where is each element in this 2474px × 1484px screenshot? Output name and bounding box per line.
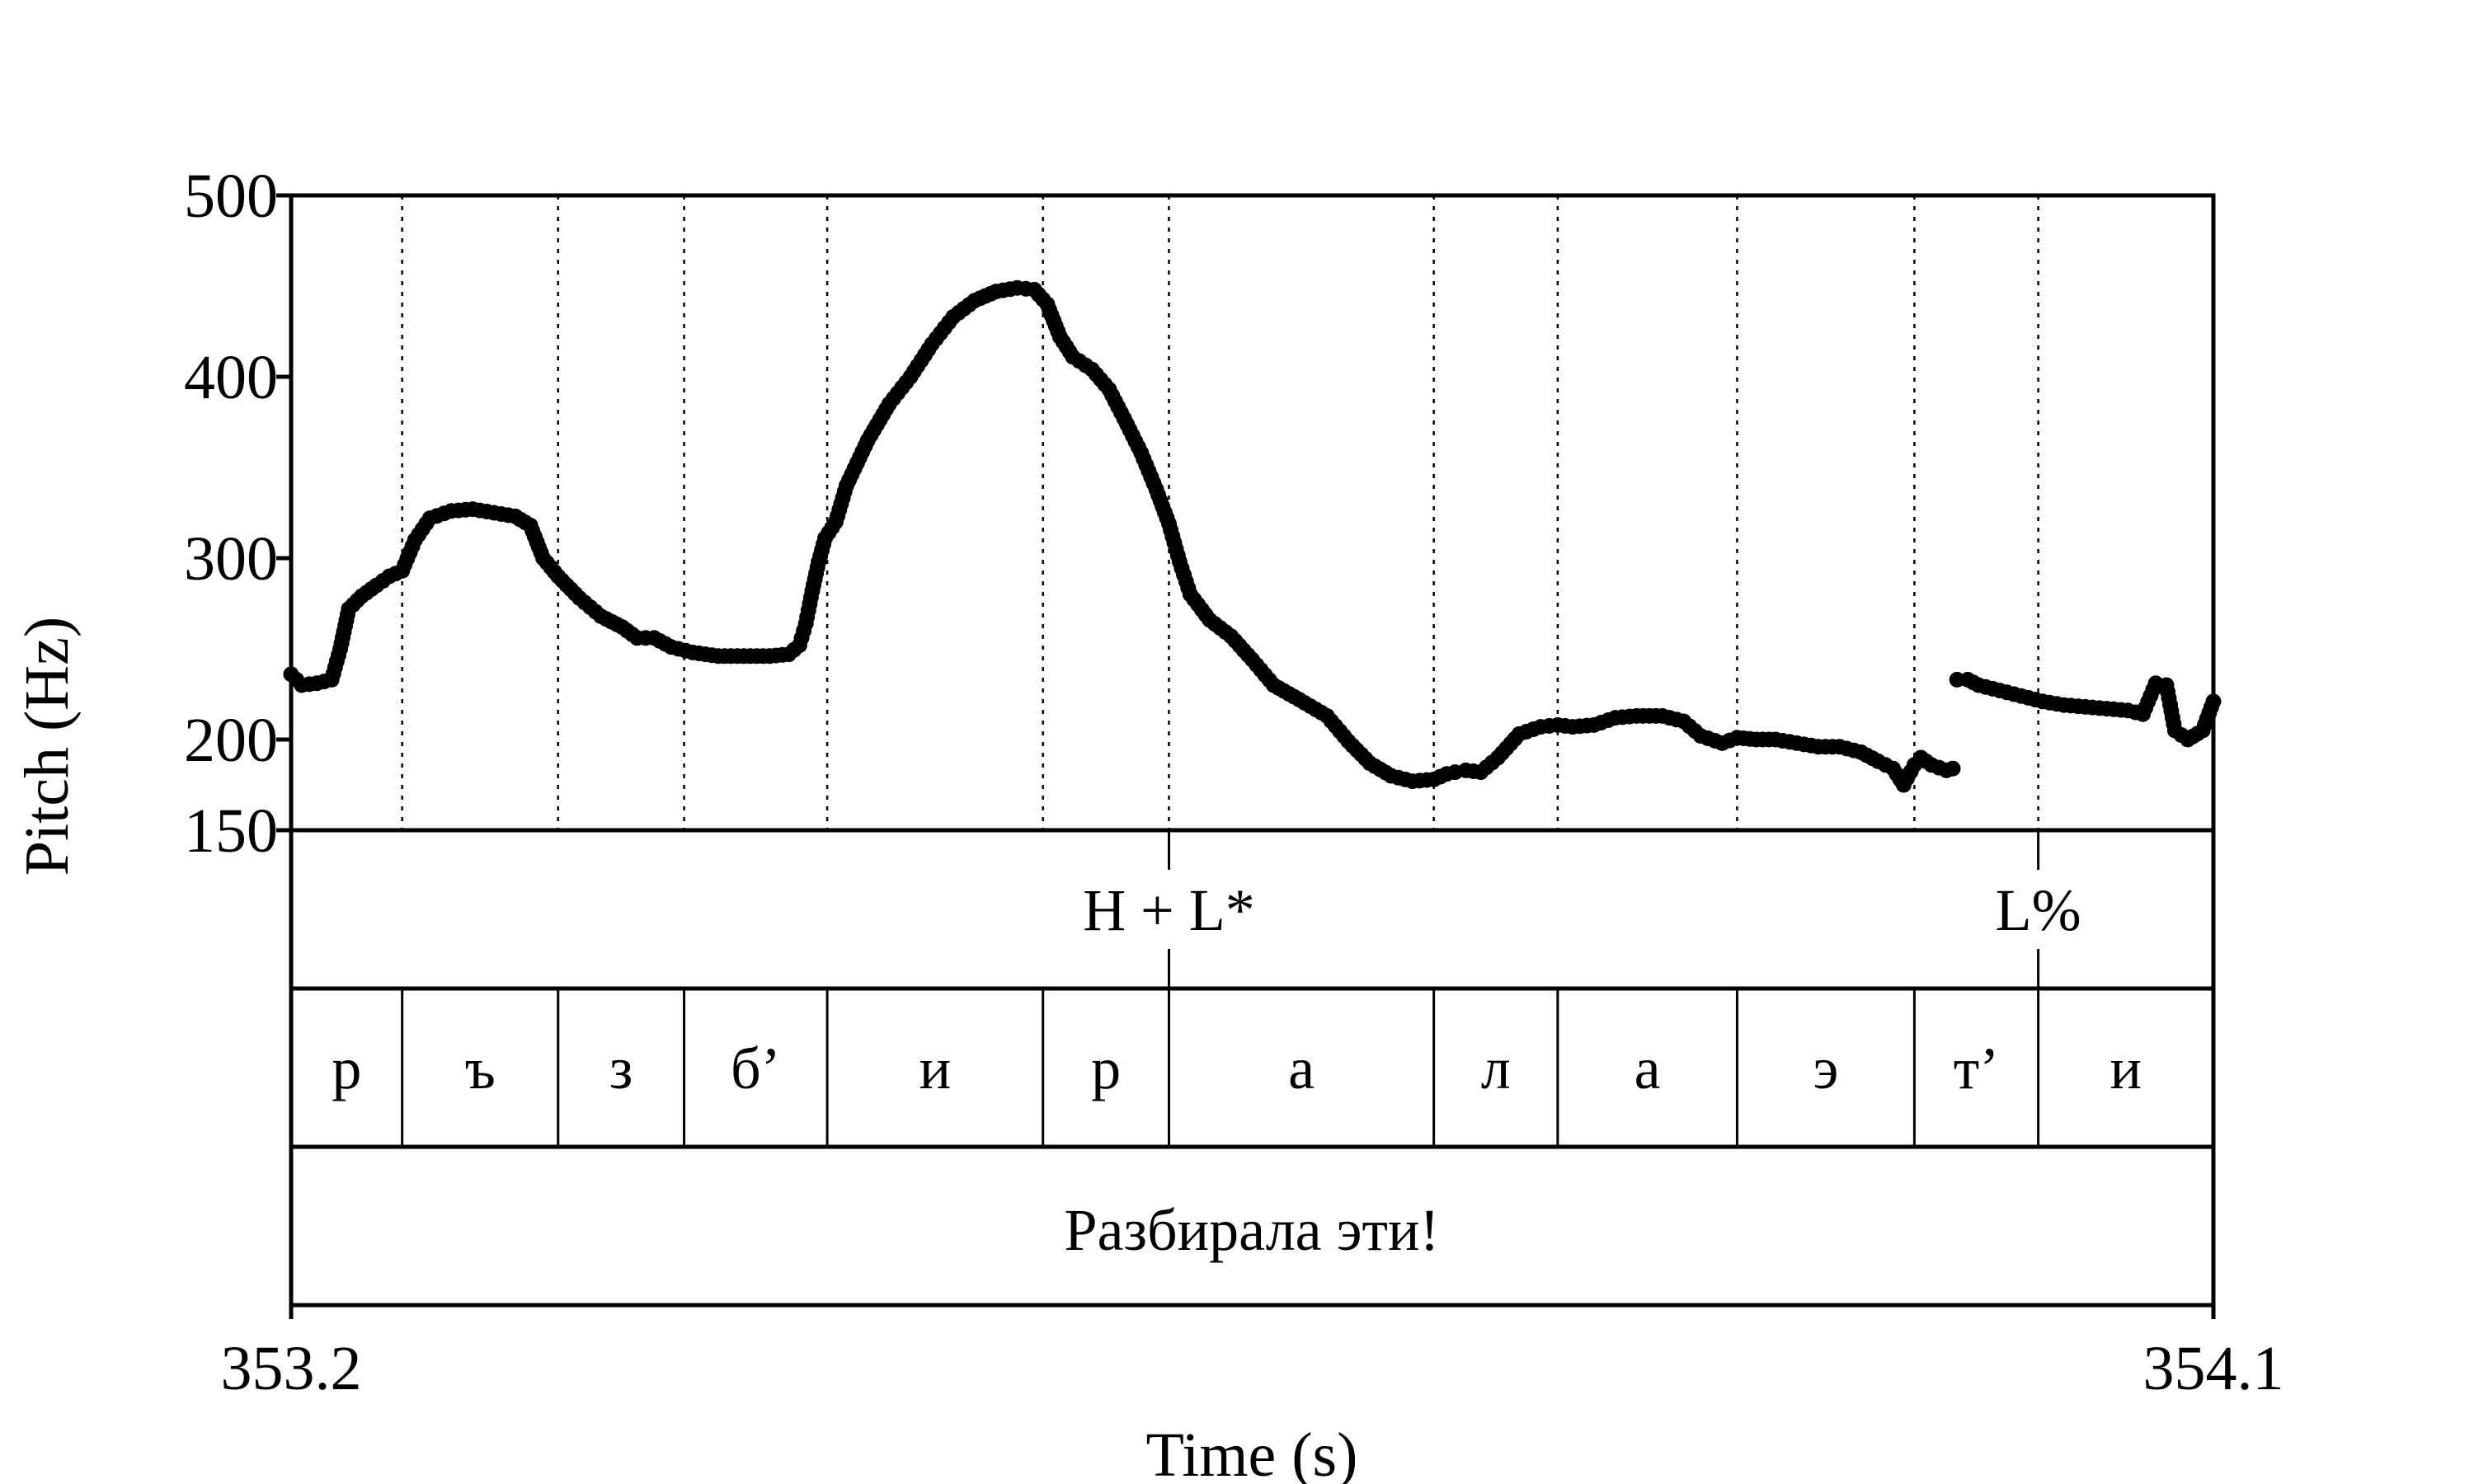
segment-label: а — [1634, 1036, 1661, 1101]
segment-tier-frame — [289, 986, 2216, 1149]
segment-tier: р ъ з б’ и р а л а э т’ и — [332, 989, 2142, 1147]
segment-label: ъ — [465, 1036, 496, 1101]
plot-frame — [289, 193, 2216, 833]
y-tick-label: 400 — [184, 343, 278, 412]
pitch-points — [283, 279, 2222, 793]
segment-label: б’ — [731, 1036, 781, 1101]
segment-label: и — [2110, 1036, 2142, 1101]
sentence-label: Разбирала эти! — [1065, 1197, 1440, 1263]
x-tick-label-end: 354.1 — [2143, 1334, 2284, 1403]
segment-label: э — [1813, 1036, 1838, 1101]
segment-label: р — [332, 1036, 361, 1101]
x-axis-label: Time (s) — [1146, 1421, 1358, 1484]
y-axis: 500 400 300 200 150 — [184, 162, 291, 866]
y-tick-label: 300 — [184, 524, 278, 594]
tone-label: H + L* — [1083, 877, 1255, 943]
segment-label: т’ — [1954, 1036, 1999, 1101]
segment-label: р — [1091, 1036, 1121, 1101]
segment-label: з — [609, 1036, 633, 1101]
x-tick-label-start: 353.2 — [221, 1334, 362, 1403]
y-axis-label: Pitch (Hz) — [12, 617, 82, 876]
pitch-point — [1945, 760, 1961, 777]
segment-label: а — [1288, 1036, 1315, 1101]
y-tick-label: 500 — [184, 162, 278, 231]
segment-label: л — [1481, 1036, 1511, 1101]
sentence-tier-frame — [289, 1144, 2216, 1308]
y-tick-label: 150 — [184, 796, 278, 866]
tone-label: L% — [1996, 877, 2081, 943]
segment-label: и — [920, 1036, 952, 1101]
tone-tier: H + L* L% — [1083, 830, 2081, 989]
y-tick-label: 200 — [184, 706, 278, 775]
